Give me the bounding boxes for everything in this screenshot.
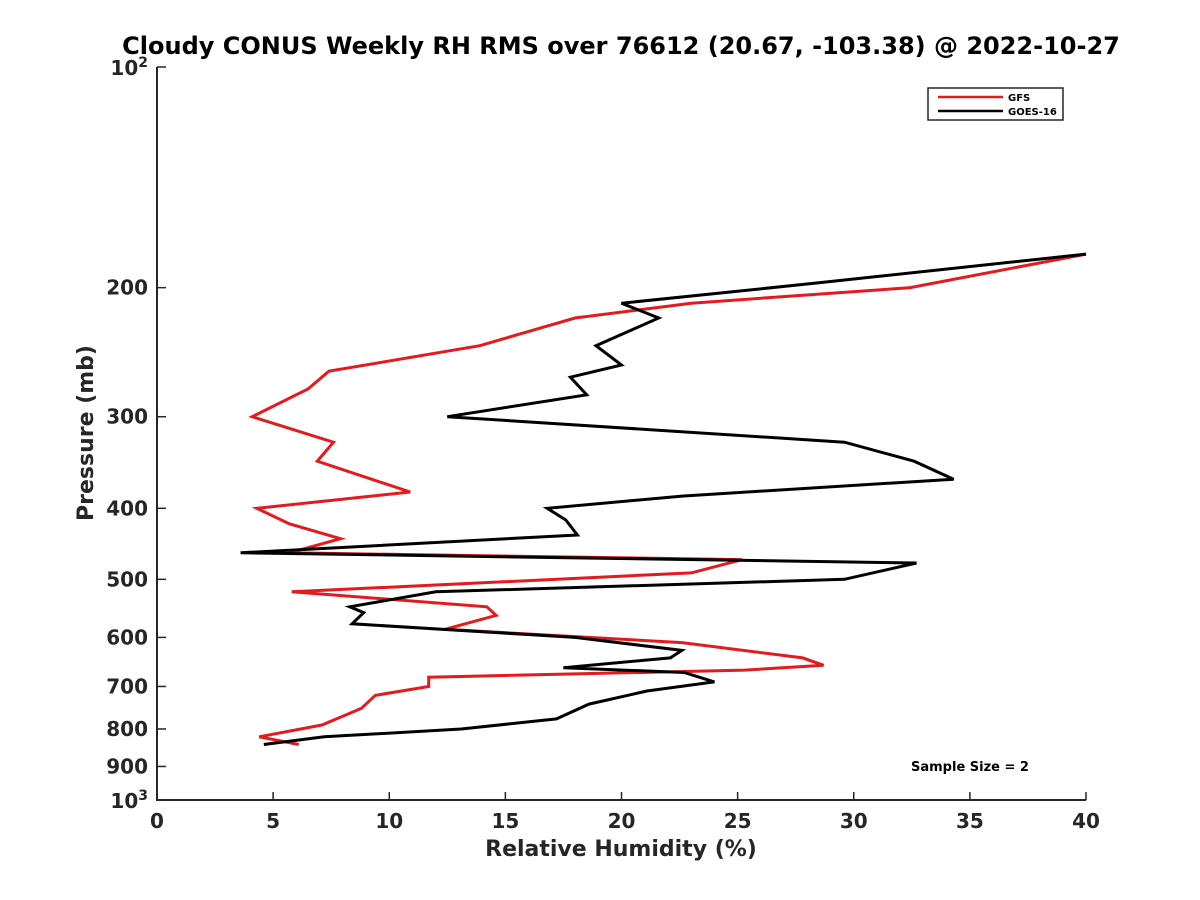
legend-box [927, 87, 1064, 121]
y-tick-label: 800 [106, 717, 148, 741]
x-tick-label: 20 [608, 809, 636, 833]
x-tick-label: 5 [266, 809, 280, 833]
sample-size-annotation: Sample Size = 2 [911, 760, 1029, 775]
y-tick-label: 102 [110, 55, 148, 80]
chart-title: Cloudy CONUS Weekly RH RMS over 76612 (2… [122, 32, 1120, 60]
y-tick-label: 900 [106, 754, 148, 778]
y-tick-label: 700 [106, 674, 148, 698]
x-tick-label: 40 [1072, 809, 1100, 833]
y-tick-label: 103 [110, 788, 148, 813]
y-axis-label: Pressure (mb) [74, 345, 99, 521]
series-line-goes16 [240, 252, 1087, 746]
x-tick-label: 10 [375, 809, 403, 833]
y-tick-label: 400 [106, 496, 148, 520]
series-line-gfs [248, 252, 1087, 746]
x-axis-label: Relative Humidity (%) [485, 837, 757, 862]
x-tick-label: 30 [840, 809, 868, 833]
x-tick-label: 25 [724, 809, 752, 833]
y-axis-ticks: 102 200 300 400 500 600 700 800 900 103 [106, 55, 166, 813]
y-tick-label: 600 [106, 625, 148, 649]
y-tick-label: 300 [106, 405, 148, 429]
x-tick-label: 0 [150, 809, 164, 833]
y-tick-label: 500 [106, 567, 148, 591]
x-tick-label: 35 [956, 809, 984, 833]
x-axis-ticks: 0 5 10 15 20 25 30 35 40 [150, 792, 1100, 833]
legend: GFS GOES-16 [927, 87, 1064, 121]
legend-label-gfs: GFS [1008, 93, 1030, 104]
legend-label-goes16: GOES-16 [1008, 107, 1057, 118]
x-tick-label: 15 [491, 809, 519, 833]
y-tick-label: 200 [106, 276, 148, 300]
series-group [240, 252, 1087, 746]
